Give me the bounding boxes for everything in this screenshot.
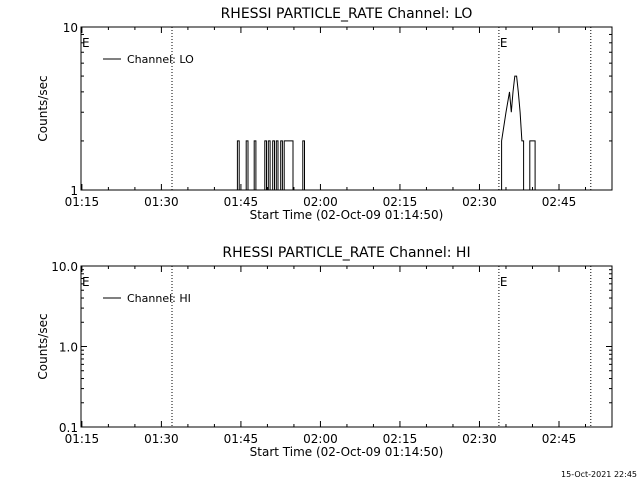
x-tick-label: 01:30 xyxy=(144,195,179,209)
y-axis-label: Counts/sec xyxy=(36,313,50,379)
plot-frame xyxy=(80,26,613,191)
plot-title: RHESSI PARTICLE_RATE Channel: HI xyxy=(222,245,470,261)
x-tick-label: 01:45 xyxy=(224,432,259,446)
footer-timestamp: 15-Oct-2021 22:45 xyxy=(561,470,637,479)
x-tick-label: 02:45 xyxy=(542,432,577,446)
marker-label: E xyxy=(82,275,90,289)
y-tick-label: 1.0 xyxy=(59,341,78,355)
x-tick-label: 01:45 xyxy=(224,195,259,209)
x-axis-label: Start Time (02-Oct-09 01:14:50) xyxy=(250,445,444,459)
y-tick-label: 1 xyxy=(70,184,78,198)
plot-panel-2: RHESSI PARTICLE_RATE Channel: HI 01:15 01:… xyxy=(36,245,613,459)
x-tick-label: 02:00 xyxy=(303,432,338,446)
legend: Channel: HI xyxy=(103,292,191,305)
y-tick-label: 10 xyxy=(63,21,78,35)
legend-label: Channel: LO xyxy=(127,53,194,66)
y-axis-label: Counts/sec xyxy=(36,75,50,141)
marker-label: E xyxy=(500,36,508,50)
x-tick-label: 02:15 xyxy=(383,195,418,209)
series-line-1 xyxy=(236,75,536,191)
x-tick-label: 01:15 xyxy=(65,432,100,446)
x-tick-label: 02:15 xyxy=(383,432,418,446)
x-axis-label: Start Time (02-Oct-09 01:14:50) xyxy=(250,208,444,222)
x-tick-label: 02:30 xyxy=(462,432,497,446)
y-tick-label: 10.0 xyxy=(51,260,78,274)
x-tick-label: 01:30 xyxy=(144,432,179,446)
plot-title: RHESSI PARTICLE_RATE Channel: LO xyxy=(221,6,473,22)
x-tick-label: 02:00 xyxy=(303,195,338,209)
marker-label: E xyxy=(500,275,508,289)
plot-frame xyxy=(80,265,613,428)
marker-label: E xyxy=(82,36,90,50)
x-tick-label: 02:30 xyxy=(462,195,497,209)
legend-label: Channel: HI xyxy=(127,292,191,305)
plot-panel-1: RHESSI PARTICLE_RATE Channel: LO 01:15 01:… xyxy=(36,6,613,222)
y-tick-label: 0.1 xyxy=(59,421,78,435)
legend: Channel: LO xyxy=(103,53,194,66)
x-tick-label: 01:15 xyxy=(65,195,100,209)
x-tick-label: 02:45 xyxy=(542,195,577,209)
